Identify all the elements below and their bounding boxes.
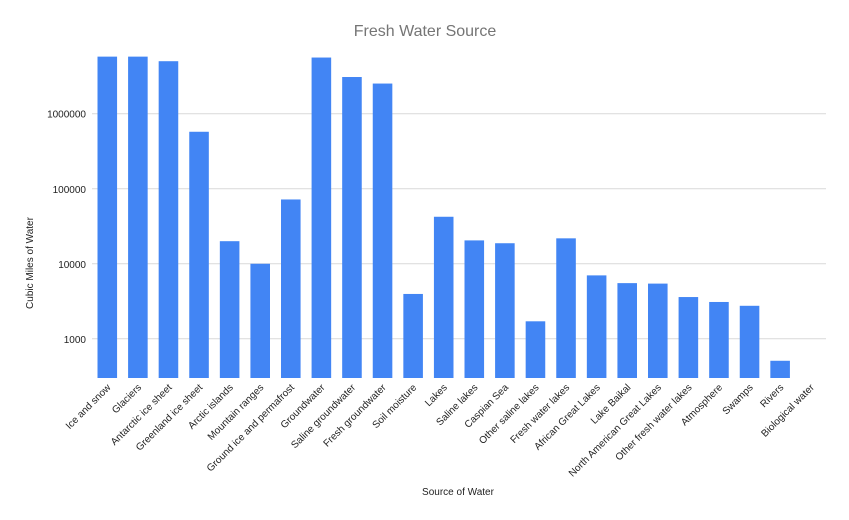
bar	[464, 240, 485, 378]
y-axis-label: Cubic Miles of Water	[25, 216, 36, 309]
bar	[678, 297, 699, 378]
bar	[403, 293, 423, 378]
bar	[97, 56, 118, 379]
y-tick-label: 10000	[58, 260, 86, 271]
y-axis-ticks: 1000 10000 100000 1000000	[47, 110, 86, 346]
bars	[97, 56, 790, 379]
gridlines	[92, 113, 826, 340]
x-tick-label: Swamps	[721, 382, 756, 417]
y-tick-label: 1000000	[47, 110, 86, 121]
bar	[586, 275, 607, 378]
bar	[617, 283, 637, 378]
bar	[311, 57, 332, 378]
bar	[495, 243, 515, 378]
bar	[219, 241, 240, 378]
chart-title: Fresh Water Source	[354, 23, 497, 40]
bar	[128, 56, 148, 379]
bar	[372, 83, 393, 378]
y-tick-label: 1000	[64, 335, 87, 346]
bar	[158, 61, 179, 379]
bar	[281, 199, 301, 378]
bar	[770, 360, 790, 378]
bar	[189, 131, 209, 378]
bar	[739, 305, 760, 378]
x-tick-label: Ice and snow	[64, 382, 114, 432]
bar	[556, 238, 576, 378]
y-tick-label: 100000	[53, 185, 87, 196]
x-tick-label: Lakes	[423, 382, 450, 409]
x-tick-label: Biological water	[760, 382, 818, 440]
x-tick-label: Rivers	[758, 382, 786, 410]
bar	[433, 216, 454, 378]
bar	[342, 77, 362, 379]
bar	[525, 321, 546, 378]
x-axis-label: Source of Water	[422, 487, 495, 498]
bar	[648, 283, 668, 378]
bar	[250, 263, 270, 378]
bar	[709, 301, 729, 378]
x-tick-label: Mountain ranges	[206, 382, 266, 442]
